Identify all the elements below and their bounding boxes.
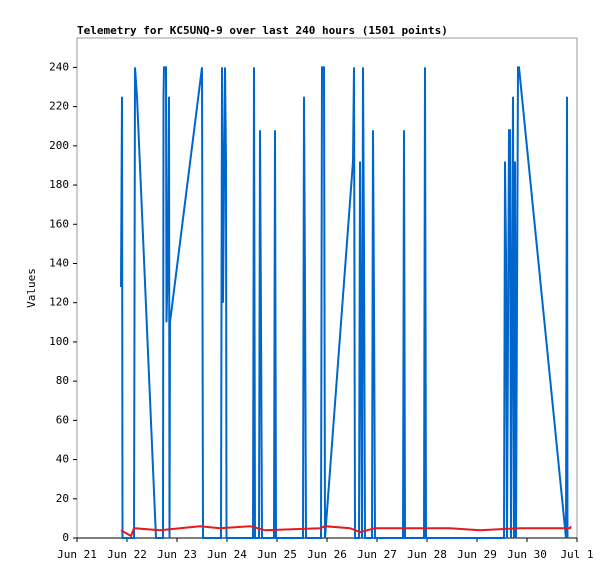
y-tick-label: 220 <box>49 100 69 113</box>
y-tick-label: 60 <box>56 413 69 426</box>
y-tick-label: 80 <box>56 374 69 387</box>
x-tick-label: Jun 24 <box>207 548 247 561</box>
y-tick-label: 200 <box>49 139 69 152</box>
y-tick-label: 0 <box>62 531 69 544</box>
x-tick-label: Jul 1 <box>560 548 593 561</box>
y-tick-label: 100 <box>49 335 69 348</box>
y-tick-label: 240 <box>49 60 69 73</box>
y-tick-label: 160 <box>49 217 69 230</box>
y-tick-label: 140 <box>49 256 69 269</box>
x-tick-label: Jun 27 <box>357 548 397 561</box>
y-tick-label: 120 <box>49 296 69 309</box>
x-tick-label: Jun 30 <box>507 548 547 561</box>
x-tick-label: Jun 22 <box>107 548 147 561</box>
chart-title: Telemetry for KC5UNQ-9 over last 240 hou… <box>77 24 448 37</box>
series-line <box>120 525 572 538</box>
x-tick-label: Jun 23 <box>157 548 197 561</box>
x-tick-label: Jun 26 <box>307 548 347 561</box>
y-tick-label: 40 <box>56 453 69 466</box>
x-tick-label: Jun 28 <box>407 548 447 561</box>
y-tick-label: 180 <box>49 178 69 191</box>
y-axis-label: Values <box>25 268 38 308</box>
x-tick-label: Jun 29 <box>457 548 497 561</box>
x-tick-label: Jun 21 <box>57 548 97 561</box>
y-tick-label: 20 <box>56 492 69 505</box>
x-tick-label: Jun 25 <box>257 548 297 561</box>
series-line <box>120 66 569 539</box>
